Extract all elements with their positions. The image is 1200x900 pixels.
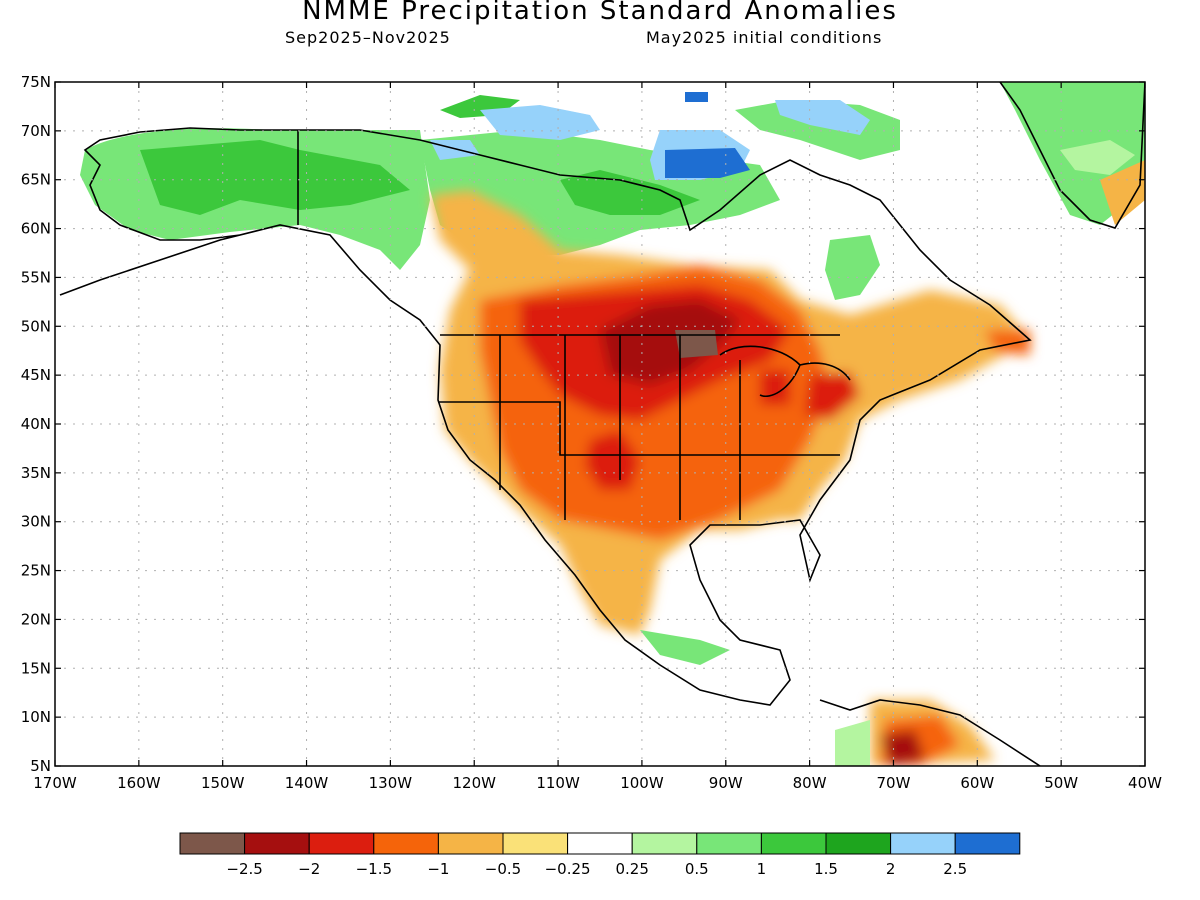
legend-label: −0.5 [485,860,521,878]
lon-label: 90W [709,774,743,792]
lon-label: 40W [1128,774,1162,792]
latitude-labels: 75N 70N 65N 60N 55N 50N 45N 40N 35N 30N 25N 20N 15N 1… [21,73,51,775]
lon-label: 110W [536,774,580,792]
coastlines [59,82,1145,766]
lon-label: 130W [369,774,413,792]
legend-swatch [890,832,956,855]
legend-swatch [373,832,439,855]
legend-label: 1.5 [814,860,838,878]
legend-label: 2 [886,860,896,878]
lat-label: 45N [21,366,51,384]
legend-swatch [631,832,698,855]
forecast-period: Sep2025–Nov2025 [285,28,451,47]
axis-ticks [54,81,1146,767]
legend-swatch [825,832,892,855]
legend-labels: −2.5 −2 −1.5 −1 −0.5 −0.25 0.25 0.5 1 1.5 2 2.5 [226,860,967,878]
lat-label: 75N [21,73,51,91]
legend-swatch [567,832,633,855]
legend-swatch [308,832,375,855]
legend-swatch [179,832,246,855]
legend-label: 0.25 [615,860,648,878]
lat-label: 55N [21,268,51,286]
lon-label: 50W [1044,774,1078,792]
graticule [55,82,1145,766]
lat-label: 25N [21,562,51,580]
legend-label: 0.5 [685,860,709,878]
lat-label: 35N [21,464,51,482]
lat-label: 60N [21,220,51,238]
longitude-labels: 170W 160W 150W 140W 130W 120W 110W 100W 90W 80W 70… [33,774,1162,792]
legend-swatch [244,832,310,855]
legend-label: −0.25 [545,860,591,878]
lon-label: 100W [620,774,664,792]
lon-label: 140W [285,774,329,792]
legend-label: −1.5 [356,860,392,878]
map-title: NMME Precipitation Standard Anomalies [302,0,898,26]
lon-label: 120W [452,774,496,792]
legend-label: −1 [427,860,449,878]
lon-label: 70W [877,774,911,792]
legend-label: 2.5 [943,860,967,878]
lat-label: 10N [21,708,51,726]
anomaly-field [59,82,1145,766]
lon-label: 170W [33,774,77,792]
lon-label: 60W [960,774,994,792]
color-legend [179,832,1021,855]
legend-label: −2 [298,860,320,878]
initial-conditions: May2025 initial conditions [646,28,883,47]
lon-label: 80W [793,774,827,792]
lon-label: 150W [201,774,245,792]
lat-label: 40N [21,415,51,433]
legend-label: 1 [757,860,767,878]
legend-swatch [760,832,827,855]
lat-label: 15N [21,659,51,677]
legend-swatch [696,832,762,855]
legend-swatch [437,832,504,855]
lat-label: 65N [21,171,51,189]
lat-label: 30N [21,513,51,531]
legend-label: −2.5 [226,860,262,878]
lat-label: 50N [21,317,51,335]
lat-label: 20N [21,610,51,628]
legend-swatch [502,832,569,855]
lon-label: 160W [117,774,161,792]
legend-swatch [954,832,1021,855]
lat-label: 5N [30,757,51,775]
lat-label: 70N [21,122,51,140]
